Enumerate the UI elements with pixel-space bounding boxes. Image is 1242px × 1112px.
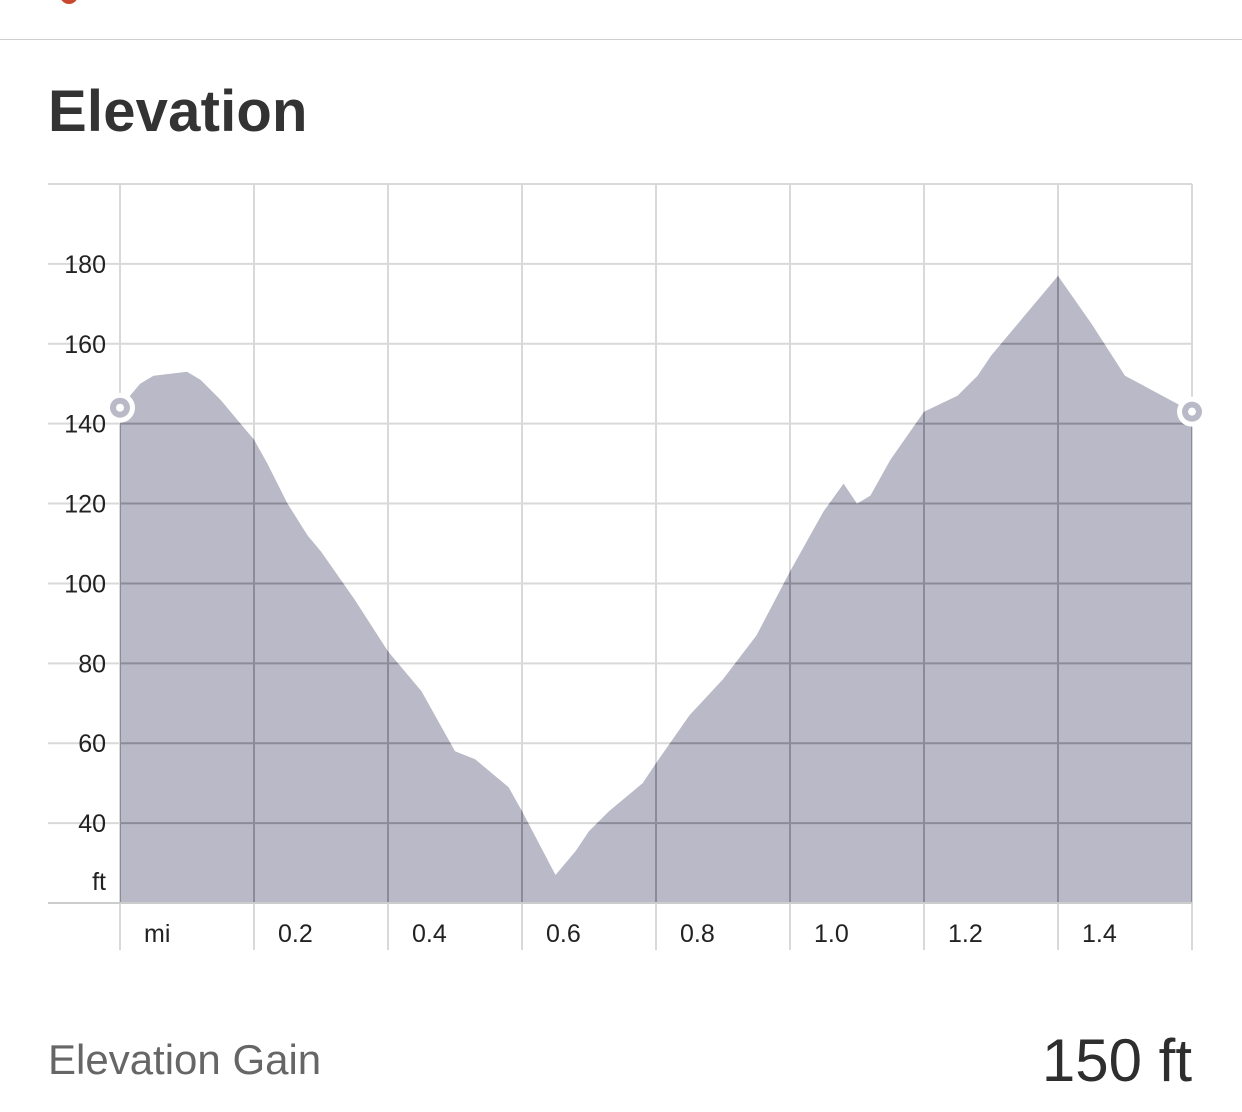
x-axis-unit: mi bbox=[144, 920, 170, 948]
y-tick-label: 80 bbox=[78, 650, 106, 678]
y-tick-label: 120 bbox=[64, 491, 106, 519]
elevation-gain-value: 150 ft bbox=[1041, 1027, 1192, 1094]
elevation-gain-label: Elevation Gain bbox=[48, 1036, 322, 1083]
divider bbox=[0, 39, 1242, 40]
location-pin-icon bbox=[60, 0, 78, 4]
section-title: Elevation bbox=[48, 79, 308, 144]
y-tick-label: 160 bbox=[64, 331, 106, 359]
y-tick-label: 140 bbox=[64, 411, 106, 439]
y-tick-label: 40 bbox=[78, 810, 106, 838]
y-tick-label: 180 bbox=[64, 251, 106, 279]
x-tick-label: 1.0 bbox=[814, 920, 849, 948]
x-tick-label: 0.8 bbox=[680, 920, 715, 948]
x-tick-label: 1.4 bbox=[1082, 920, 1117, 948]
elevation-chart: 40 60 80 100 120 140 160 180 ft mi 0.2 0.4 0.6 0.8 1.0… bbox=[48, 183, 1207, 950]
y-tick-label: 60 bbox=[78, 730, 106, 758]
x-tick-label: 0.6 bbox=[546, 920, 581, 948]
y-axis-unit: ft bbox=[92, 868, 106, 896]
y-tick-label: 100 bbox=[64, 570, 106, 598]
start-marker-dot bbox=[116, 403, 124, 412]
top-strip bbox=[0, 0, 1242, 40]
x-tick-label: 0.4 bbox=[412, 920, 447, 948]
x-tick-label: 0.2 bbox=[278, 920, 313, 948]
x-tick-label: 1.2 bbox=[948, 920, 983, 948]
end-marker-dot bbox=[1188, 407, 1196, 416]
